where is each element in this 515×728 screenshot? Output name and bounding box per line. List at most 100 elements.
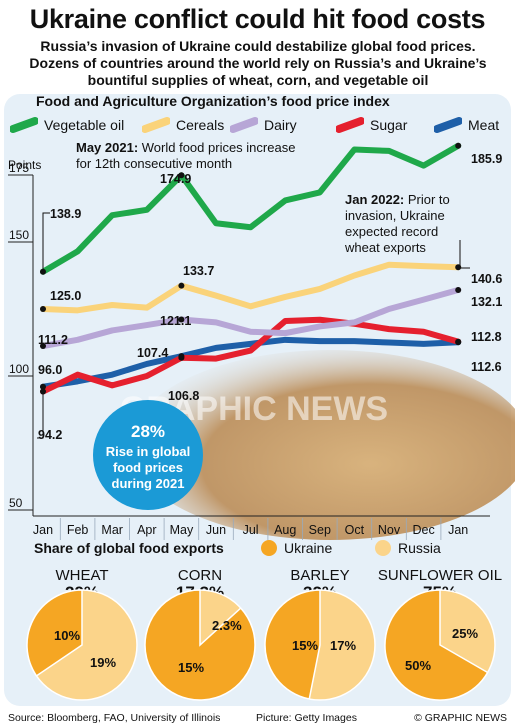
badge-text: Rise in global: [106, 444, 191, 459]
data-label-meat: 96.0: [38, 363, 62, 377]
x-tick-label: Nov: [378, 523, 401, 537]
legend-label-dairy: Dairy: [264, 117, 297, 133]
data-point-meat: [455, 339, 462, 346]
data-point-meat: [40, 383, 46, 390]
data-label-vegetable-oil: 174.9: [160, 172, 191, 186]
legend-label-meat: Meat: [468, 117, 500, 133]
x-tick-label: May: [170, 523, 194, 537]
annotation-line: wheat exports: [344, 240, 426, 255]
annotation-line: for 12th consecutive month: [76, 156, 232, 171]
y-tick-label: 100: [9, 362, 29, 376]
copyright: © GRAPHIC NEWS: [414, 712, 507, 724]
pie-slice-ukraine: [384, 589, 489, 701]
data-label-vegetable-oil: 138.9: [50, 207, 81, 221]
pie-name: WHEAT: [55, 567, 108, 584]
legend-item-vegetable-oil: Vegetable oil: [10, 113, 124, 137]
leader-line: [42, 212, 50, 272]
pie-section-title: Share of global food exports: [34, 540, 224, 556]
data-label-vegetable-oil: 185.9: [471, 152, 502, 166]
annotation-may-2021: May 2021: World food prices increase: [76, 140, 295, 155]
data-point-dairy: [455, 286, 462, 293]
data-point-vegetable-oil: [455, 142, 462, 149]
data-label-dairy: 132.1: [471, 295, 502, 309]
legend-item-sugar: Sugar: [336, 113, 407, 137]
leader-line: [37, 391, 44, 439]
annotation-line: expected record: [345, 224, 438, 239]
data-point-dairy: [40, 342, 46, 349]
annotation-jan-2022: Jan 2022: Prior to: [345, 192, 450, 207]
legend-item-dairy: Dairy: [230, 113, 297, 137]
data-point-dairy: [178, 316, 185, 323]
x-tick-label: Mar: [101, 523, 123, 537]
line-chart-legend: Vegetable oil Cereals Dairy Sugar Meat: [0, 113, 515, 137]
annotation-text: Prior to: [404, 192, 450, 207]
grain-photo: [130, 350, 515, 540]
pie-label-russia: 25%: [452, 626, 478, 641]
x-tick-label: Feb: [67, 523, 89, 537]
x-tick-label: Sep: [309, 523, 331, 537]
data-label-cereals: 140.6: [471, 272, 502, 286]
pie-label-ukraine: 15%: [292, 638, 318, 653]
source-credit: Source: Bloomberg, FAO, University of Il…: [8, 712, 221, 724]
data-point-cereals: [40, 306, 46, 312]
pie-slice-ukraine: [26, 589, 83, 677]
data-label-meat: 107.4: [137, 346, 168, 360]
pie-label-russia: 17%: [330, 638, 356, 653]
data-point-meat: [178, 353, 185, 360]
x-tick-label: Jan: [448, 523, 468, 537]
legend-item-meat: Meat: [434, 113, 499, 137]
pie-label-ukraine: 15%: [178, 660, 204, 675]
x-tick-label: Dec: [412, 523, 434, 537]
series-line-vegetable-oil: [40, 142, 462, 275]
pie-name: CORN: [178, 567, 222, 584]
legend-label-cereals: Cereals: [176, 117, 225, 133]
picture-credit: Picture: Getty Images: [256, 712, 357, 724]
page-subtitle: Russia’s invasion of Ukraine could desta…: [29, 38, 487, 88]
legend-label-ukraine: Ukraine: [284, 540, 332, 556]
x-tick-label: Aug: [274, 523, 296, 537]
data-point-vegetable-oil: [178, 172, 185, 179]
x-tick-label: Apr: [137, 523, 156, 537]
x-tick-label: Jun: [206, 523, 226, 537]
x-tick-label: Jul: [243, 523, 259, 537]
legend-item-cereals: Cereals: [142, 113, 224, 137]
page-title: Ukraine conflict could hit food costs: [29, 4, 486, 34]
pie-name: BARLEY: [290, 567, 349, 584]
data-label-dairy: 121.1: [160, 314, 191, 328]
annotation-bold: Jan 2022:: [345, 192, 404, 207]
x-tick-label: Oct: [345, 523, 365, 537]
badge-text: during 2021: [112, 476, 185, 491]
pie-label-ukraine: 50%: [405, 658, 431, 673]
legend-swatch-dairy: [230, 117, 258, 133]
line-chart-title: Food and Agriculture Organization’s food…: [36, 93, 390, 109]
series-line-dairy: [40, 286, 462, 349]
series-line-sugar: [40, 316, 462, 395]
data-label-sugar: 106.8: [168, 389, 199, 403]
data-label-meat: 112.6: [471, 360, 502, 374]
badge-text: food prices: [113, 460, 183, 475]
pie-label-russia: 2.3%: [212, 618, 242, 633]
y-tick-label: 150: [9, 228, 29, 242]
legend-swatch-russia: [375, 540, 391, 556]
legend-swatch-vegetable-oil: [10, 117, 38, 133]
y-axis-label: Points: [8, 158, 42, 172]
legend-swatch-sugar: [336, 117, 364, 133]
badge-circle: [93, 400, 203, 510]
pie-name: SUNFLOWER OIL: [378, 567, 502, 584]
legend-label-vegetable-oil: Vegetable oil: [44, 117, 125, 133]
x-tick-label: Jan: [33, 523, 53, 537]
data-label-cereals: 133.7: [183, 264, 214, 278]
data-point-cereals: [178, 282, 185, 289]
annotation-bold: May 2021:: [76, 140, 138, 155]
badge-value: 28%: [131, 422, 165, 441]
data-label-dairy: 111.2: [38, 333, 68, 347]
pie-label-russia: 19%: [90, 655, 116, 670]
data-label-cereals: 125.0: [50, 289, 81, 303]
legend-label-sugar: Sugar: [370, 117, 408, 133]
legend-swatch-cereals: [142, 117, 170, 133]
pie-slice-ukraine: [144, 589, 256, 701]
annotation-line: invasion, Ukraine: [345, 208, 445, 223]
annotation-text: World food prices increase: [138, 140, 295, 155]
series-line-meat: [40, 336, 462, 390]
